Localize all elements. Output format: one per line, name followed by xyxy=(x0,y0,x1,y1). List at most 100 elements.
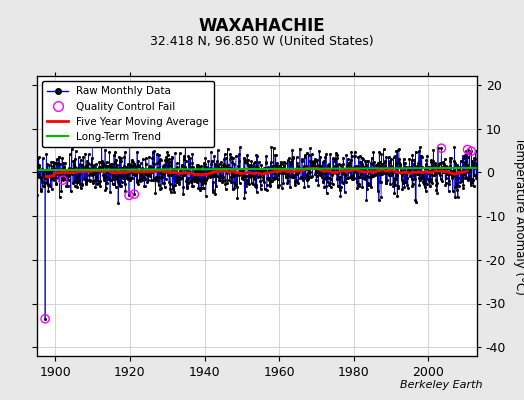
Point xyxy=(120,163,128,169)
Point xyxy=(182,184,191,191)
Point xyxy=(112,174,120,180)
Point xyxy=(454,174,462,181)
Point xyxy=(425,183,434,189)
Point xyxy=(452,180,461,187)
Point xyxy=(453,162,462,168)
Point xyxy=(263,175,271,182)
Point xyxy=(44,188,52,194)
Point xyxy=(345,165,353,172)
Point xyxy=(420,176,429,183)
Point xyxy=(253,189,261,196)
Point xyxy=(358,163,366,169)
Point xyxy=(238,169,247,176)
Point xyxy=(163,168,171,175)
Point xyxy=(378,167,386,173)
Point xyxy=(373,168,381,175)
Point xyxy=(368,172,377,179)
Point xyxy=(380,158,389,165)
Point xyxy=(156,170,165,176)
Point xyxy=(455,169,464,176)
Point xyxy=(169,165,178,172)
Point xyxy=(86,170,94,176)
Point xyxy=(183,176,191,183)
Point xyxy=(377,171,386,177)
Point xyxy=(388,168,396,174)
Point xyxy=(316,167,324,173)
Point xyxy=(293,171,302,178)
Point xyxy=(396,163,404,170)
Point xyxy=(296,166,304,173)
Point xyxy=(112,176,121,182)
Point xyxy=(38,166,46,172)
Point xyxy=(114,179,123,185)
Point xyxy=(294,162,302,169)
Point xyxy=(242,173,250,179)
Point xyxy=(57,171,66,178)
Point xyxy=(465,150,474,156)
Point xyxy=(255,158,263,165)
Point xyxy=(229,170,237,177)
Point xyxy=(160,164,168,170)
Point xyxy=(324,174,333,181)
Point xyxy=(217,159,225,166)
Point xyxy=(314,169,322,175)
Point xyxy=(68,171,77,177)
Point xyxy=(395,156,403,162)
Point xyxy=(327,170,335,176)
Point xyxy=(108,172,117,179)
Point xyxy=(391,182,399,188)
Point xyxy=(352,169,360,175)
Point xyxy=(246,171,254,178)
Point xyxy=(134,158,142,164)
Point xyxy=(281,160,290,166)
Point xyxy=(356,159,365,165)
Point xyxy=(416,177,424,183)
Point xyxy=(75,161,84,168)
Point xyxy=(95,166,103,172)
Point xyxy=(263,181,271,188)
Point xyxy=(162,154,170,160)
Point xyxy=(116,173,124,180)
Point xyxy=(96,182,104,189)
Point xyxy=(231,168,239,175)
Point xyxy=(159,170,167,177)
Point xyxy=(319,159,327,165)
Point xyxy=(438,178,446,184)
Point xyxy=(471,164,479,170)
Point xyxy=(83,162,91,168)
Point xyxy=(145,154,153,161)
Point xyxy=(305,169,314,176)
Point xyxy=(108,181,117,187)
Point xyxy=(336,184,345,191)
Point xyxy=(222,163,231,169)
Point xyxy=(241,189,249,196)
Point xyxy=(247,165,255,171)
Point xyxy=(79,154,88,160)
Point xyxy=(432,164,441,170)
Point xyxy=(103,176,112,182)
Point xyxy=(461,152,470,158)
Point xyxy=(439,169,447,175)
Point xyxy=(205,173,213,180)
Point xyxy=(74,178,82,184)
Point xyxy=(107,161,115,167)
Point xyxy=(132,170,140,177)
Point xyxy=(362,164,370,170)
Point xyxy=(220,156,228,162)
Point xyxy=(209,189,217,195)
Point xyxy=(228,158,236,165)
Point xyxy=(133,179,141,185)
Point xyxy=(141,166,150,172)
Point xyxy=(369,149,377,156)
Point xyxy=(219,166,227,172)
Point xyxy=(343,174,351,181)
Point xyxy=(97,164,105,170)
Point xyxy=(102,162,110,169)
Point xyxy=(43,181,52,187)
Point xyxy=(64,177,73,183)
Point xyxy=(341,172,349,178)
Point xyxy=(70,162,78,168)
Point xyxy=(176,176,184,182)
Point xyxy=(444,168,452,175)
Point xyxy=(157,184,165,191)
